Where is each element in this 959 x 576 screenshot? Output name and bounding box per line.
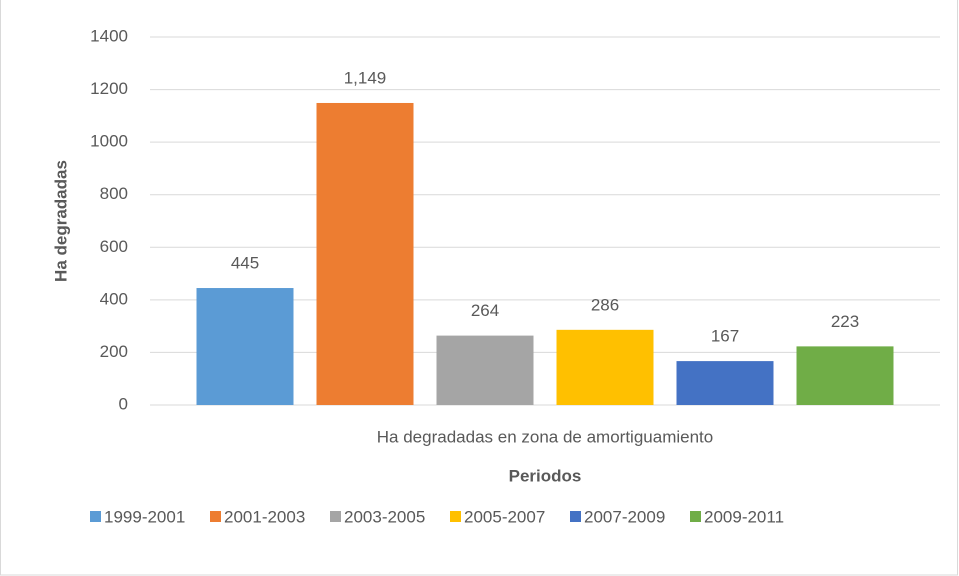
legend-label: 2009-2011 — [704, 507, 784, 526]
y-tick-label: 0 — [119, 394, 128, 413]
y-tick-label: 1200 — [90, 79, 128, 98]
bar — [796, 346, 894, 405]
legend-swatch — [450, 511, 461, 522]
legend-swatch — [330, 511, 341, 522]
data-label: 223 — [831, 312, 859, 331]
legend-label: 2001-2003 — [224, 507, 305, 526]
legend-label: 2005-2007 — [464, 507, 545, 526]
bar — [316, 102, 414, 405]
y-axis-label: Ha degradadas — [51, 160, 70, 282]
x-tick-label: Ha degradadas en zona de amortiguamiento — [377, 427, 713, 446]
y-tick-label: 600 — [100, 237, 128, 256]
legend-label: 2007-2009 — [584, 507, 665, 526]
y-tick-label: 1400 — [90, 26, 128, 45]
legend-label: 1999-2001 — [104, 507, 185, 526]
bar — [436, 335, 534, 405]
y-tick-label: 200 — [100, 342, 128, 361]
y-tick-label: 800 — [100, 184, 128, 203]
legend-label: 2003-2005 — [344, 507, 425, 526]
legend-swatch — [570, 511, 581, 522]
y-tick-label: 400 — [100, 289, 128, 308]
data-label: 167 — [711, 327, 739, 346]
bar — [196, 288, 294, 405]
bar — [556, 329, 654, 405]
data-label: 286 — [591, 295, 619, 314]
bar — [676, 361, 774, 405]
legend-swatch — [90, 511, 101, 522]
y-tick-label: 1000 — [90, 132, 128, 151]
x-axis-label: Periodos — [509, 466, 582, 485]
data-label: 264 — [471, 301, 499, 320]
data-label: 445 — [231, 254, 259, 273]
legend-swatch — [210, 511, 221, 522]
data-label: 1,149 — [344, 68, 387, 87]
legend-swatch — [690, 511, 701, 522]
